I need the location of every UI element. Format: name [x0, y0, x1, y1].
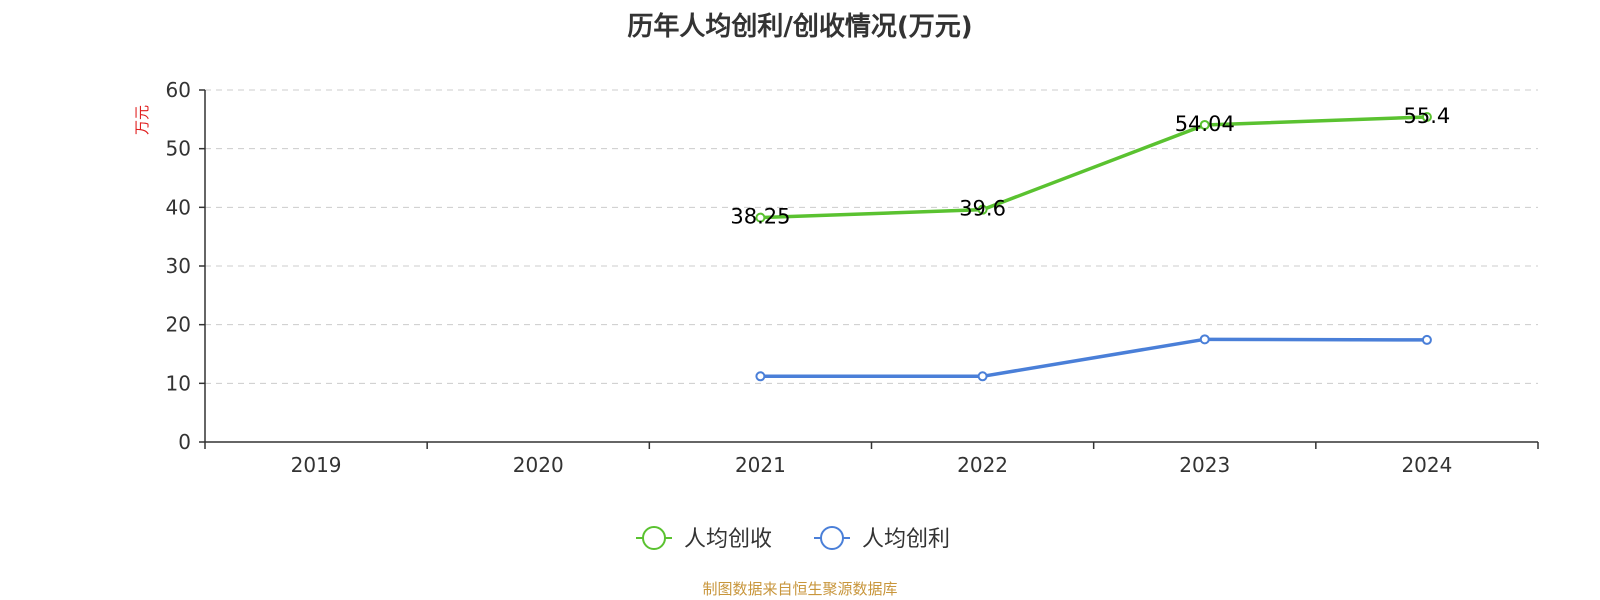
series-line-0 [760, 115, 1427, 220]
y-tick-label: 50 [166, 137, 191, 161]
data-point[interactable] [977, 371, 988, 382]
x-tick-label: 2019 [291, 453, 342, 477]
y-tick-label: 30 [166, 254, 191, 278]
data-point[interactable] [1421, 111, 1432, 122]
x-tick-label: 2021 [735, 453, 786, 477]
data-point[interactable] [1199, 119, 1210, 130]
data-label: 38.25 [730, 205, 790, 229]
y-axis-label: 万元 [133, 105, 151, 135]
data-point[interactable] [755, 212, 766, 223]
legend-marker[interactable] [820, 526, 844, 550]
series-line-1 [760, 337, 1427, 379]
y-tick-label: 10 [166, 371, 191, 395]
data-point[interactable] [755, 371, 766, 382]
data-point[interactable] [977, 204, 988, 215]
y-tick-label: 0 [178, 430, 191, 454]
series [755, 111, 1432, 382]
x-tick-label: 2023 [1179, 453, 1230, 477]
chart-title: 历年人均创利/创收情况(万元) [627, 12, 973, 42]
data-point[interactable] [1421, 334, 1432, 345]
legend-label[interactable]: 人均创收 [684, 527, 772, 552]
data-label: 54.04 [1175, 112, 1235, 136]
y-tick-label: 40 [166, 195, 191, 219]
x-tick-label: 2024 [1401, 453, 1452, 477]
source-note: 制图数据来自恒生聚源数据库 [702, 580, 898, 598]
legend-label[interactable]: 人均创利 [862, 527, 950, 552]
grid-lines [205, 89, 1538, 384]
y-tick-label: 60 [166, 78, 191, 102]
y-tick-label: 20 [166, 313, 191, 337]
data-labels: 38.25 39.6 54.04 55.4 [730, 104, 1450, 229]
data-label: 39.6 [959, 197, 1006, 221]
x-tick-label: 2020 [513, 453, 564, 477]
data-label: 55.4 [1404, 104, 1451, 128]
x-tick-label: 2022 [957, 453, 1008, 477]
legend[interactable]: 人均创收 人均创利 [636, 526, 950, 552]
axes: 0 10 20 30 40 50 60 2019 2020 2021 2022 2023 2024 万元 [133, 78, 1539, 477]
data-point[interactable] [1199, 334, 1210, 345]
legend-marker[interactable] [642, 526, 666, 550]
